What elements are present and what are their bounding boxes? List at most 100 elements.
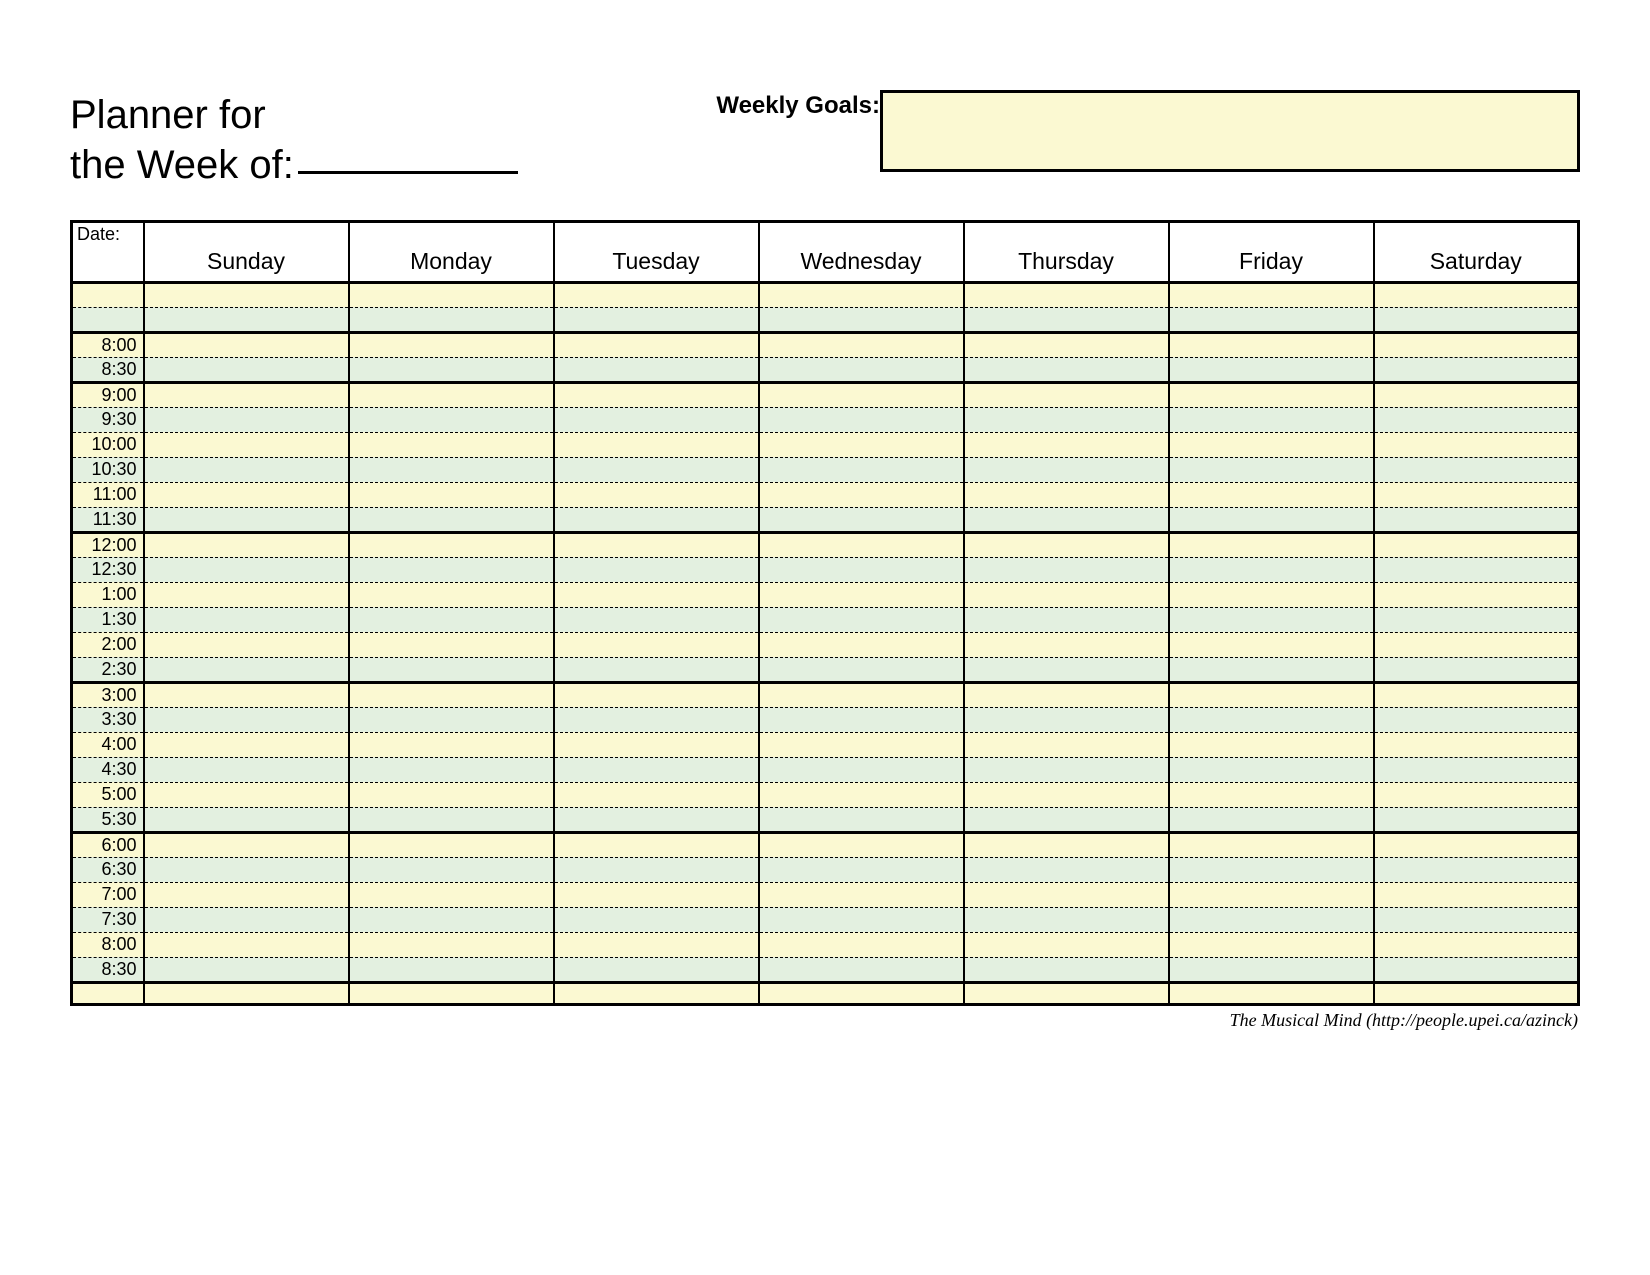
planner-cell[interactable] — [1374, 332, 1579, 357]
planner-cell[interactable] — [554, 532, 759, 557]
planner-cell[interactable] — [1374, 607, 1579, 632]
planner-cell[interactable] — [1169, 782, 1374, 807]
planner-cell[interactable] — [349, 407, 554, 432]
planner-cell[interactable] — [144, 307, 349, 332]
planner-cell[interactable] — [964, 507, 1169, 532]
planner-cell[interactable] — [1169, 307, 1374, 332]
planner-cell[interactable] — [349, 932, 554, 957]
planner-cell[interactable] — [349, 357, 554, 382]
date-blank[interactable] — [759, 222, 964, 246]
planner-cell[interactable] — [759, 707, 964, 732]
planner-cell[interactable] — [349, 432, 554, 457]
planner-cell[interactable] — [554, 832, 759, 857]
planner-cell[interactable] — [964, 557, 1169, 582]
planner-cell[interactable] — [349, 732, 554, 757]
planner-cell[interactable] — [144, 907, 349, 932]
planner-cell[interactable] — [1374, 632, 1579, 657]
planner-cell[interactable] — [144, 732, 349, 757]
planner-cell[interactable] — [1374, 482, 1579, 507]
planner-cell[interactable] — [349, 657, 554, 682]
planner-cell[interactable] — [144, 932, 349, 957]
planner-cell[interactable] — [349, 757, 554, 782]
planner-cell[interactable] — [1169, 407, 1374, 432]
planner-cell[interactable] — [964, 832, 1169, 857]
planner-cell[interactable] — [1169, 282, 1374, 307]
planner-cell[interactable] — [1374, 807, 1579, 832]
planner-cell[interactable] — [554, 707, 759, 732]
planner-cell[interactable] — [759, 382, 964, 407]
planner-cell[interactable] — [554, 732, 759, 757]
planner-cell[interactable] — [964, 732, 1169, 757]
planner-cell[interactable] — [964, 807, 1169, 832]
planner-cell[interactable] — [349, 707, 554, 732]
goals-input-box[interactable] — [880, 90, 1580, 172]
week-of-blank[interactable] — [298, 171, 518, 174]
planner-cell[interactable] — [964, 757, 1169, 782]
planner-cell[interactable] — [1169, 557, 1374, 582]
planner-cell[interactable] — [349, 782, 554, 807]
planner-cell[interactable] — [759, 482, 964, 507]
planner-cell[interactable] — [144, 557, 349, 582]
planner-cell[interactable] — [554, 932, 759, 957]
planner-cell[interactable] — [964, 332, 1169, 357]
planner-cell[interactable] — [1374, 707, 1579, 732]
planner-cell[interactable] — [144, 357, 349, 382]
planner-cell[interactable] — [1169, 532, 1374, 557]
planner-cell[interactable] — [759, 457, 964, 482]
planner-cell[interactable] — [1169, 582, 1374, 607]
planner-cell[interactable] — [144, 782, 349, 807]
planner-cell[interactable] — [554, 382, 759, 407]
planner-cell[interactable] — [1169, 332, 1374, 357]
planner-cell[interactable] — [964, 607, 1169, 632]
planner-cell[interactable] — [759, 757, 964, 782]
planner-cell[interactable] — [759, 582, 964, 607]
planner-cell[interactable] — [144, 457, 349, 482]
planner-cell[interactable] — [144, 382, 349, 407]
planner-cell[interactable] — [759, 882, 964, 907]
planner-cell[interactable] — [1169, 657, 1374, 682]
planner-cell[interactable] — [349, 582, 554, 607]
planner-cell[interactable] — [554, 332, 759, 357]
date-blank[interactable] — [349, 222, 554, 246]
planner-cell[interactable] — [1169, 832, 1374, 857]
planner-cell[interactable] — [964, 307, 1169, 332]
planner-cell[interactable] — [1169, 907, 1374, 932]
planner-cell[interactable] — [964, 707, 1169, 732]
planner-cell[interactable] — [759, 957, 964, 982]
planner-cell[interactable] — [349, 857, 554, 882]
planner-cell[interactable] — [144, 607, 349, 632]
planner-cell[interactable] — [759, 607, 964, 632]
planner-cell[interactable] — [964, 682, 1169, 707]
planner-cell[interactable] — [144, 707, 349, 732]
planner-cell[interactable] — [349, 682, 554, 707]
planner-cell[interactable] — [1374, 282, 1579, 307]
planner-cell[interactable] — [1374, 407, 1579, 432]
planner-cell[interactable] — [759, 732, 964, 757]
planner-cell[interactable] — [1374, 857, 1579, 882]
planner-cell[interactable] — [759, 932, 964, 957]
planner-cell[interactable] — [1374, 507, 1579, 532]
planner-cell[interactable] — [759, 907, 964, 932]
planner-cell[interactable] — [1169, 382, 1374, 407]
planner-cell[interactable] — [759, 357, 964, 382]
date-blank[interactable] — [964, 222, 1169, 246]
planner-cell[interactable] — [349, 382, 554, 407]
planner-cell[interactable] — [759, 307, 964, 332]
planner-cell[interactable] — [144, 657, 349, 682]
planner-cell[interactable] — [759, 557, 964, 582]
planner-cell[interactable] — [554, 432, 759, 457]
planner-cell[interactable] — [554, 982, 759, 1004]
planner-cell[interactable] — [759, 282, 964, 307]
planner-cell[interactable] — [1374, 907, 1579, 932]
planner-cell[interactable] — [554, 607, 759, 632]
planner-cell[interactable] — [964, 357, 1169, 382]
planner-cell[interactable] — [144, 507, 349, 532]
planner-cell[interactable] — [1374, 382, 1579, 407]
planner-cell[interactable] — [964, 857, 1169, 882]
planner-cell[interactable] — [964, 907, 1169, 932]
planner-cell[interactable] — [144, 432, 349, 457]
planner-cell[interactable] — [349, 607, 554, 632]
planner-cell[interactable] — [349, 957, 554, 982]
planner-cell[interactable] — [1374, 357, 1579, 382]
planner-cell[interactable] — [1169, 857, 1374, 882]
